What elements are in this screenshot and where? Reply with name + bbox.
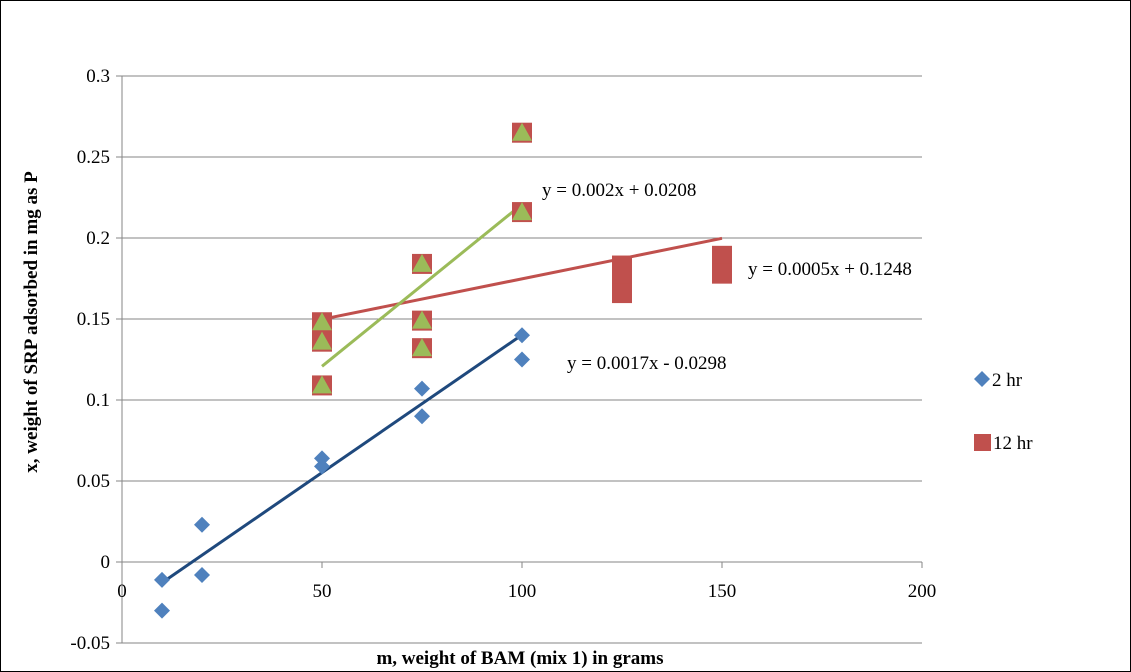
data-points bbox=[154, 122, 732, 619]
trendlines bbox=[161, 203, 723, 584]
data-point-triangle bbox=[512, 202, 532, 221]
data-point-2hr bbox=[194, 516, 210, 533]
y-tick-label: 0.25 bbox=[77, 147, 110, 168]
data-point-2hr bbox=[414, 408, 430, 425]
y-tick-label: 0.15 bbox=[77, 309, 110, 330]
data-point-12hr bbox=[612, 283, 632, 304]
legend-label-12hr: 12 hr bbox=[993, 433, 1033, 454]
x-tick-label: 0 bbox=[117, 581, 127, 602]
data-point-triangle bbox=[312, 331, 332, 350]
trendline-equation-green: y = 0.002x + 0.0208 bbox=[542, 180, 696, 201]
data-point-2hr bbox=[514, 327, 530, 344]
legend-marker-square bbox=[974, 434, 991, 451]
trendline-equation-blue: y = 0.0017x - 0.0298 bbox=[567, 353, 727, 374]
data-point-2hr bbox=[154, 602, 170, 619]
data-point-2hr bbox=[514, 351, 530, 368]
data-point-12hr bbox=[712, 263, 732, 284]
x-tick-label: 100 bbox=[508, 581, 537, 602]
data-point-triangle bbox=[512, 122, 532, 141]
data-point-2hr bbox=[314, 450, 330, 467]
data-point-triangle bbox=[412, 310, 432, 329]
legend-label-2hr: 2 hr bbox=[992, 370, 1023, 391]
y-tick-label: 0.05 bbox=[77, 471, 110, 492]
grid-lines bbox=[122, 75, 922, 644]
y-tick-label: 0.3 bbox=[86, 66, 110, 87]
x-tick-label: 200 bbox=[908, 581, 937, 602]
trendline-triangle bbox=[321, 203, 523, 368]
legend-marker-diamond bbox=[974, 371, 990, 387]
data-point-triangle bbox=[412, 338, 432, 357]
x-tick-label: 50 bbox=[313, 581, 332, 602]
data-point-triangle bbox=[312, 312, 332, 331]
data-point-2hr bbox=[414, 380, 430, 397]
trendline-diamond bbox=[161, 333, 523, 584]
y-tick-label: 0.1 bbox=[86, 390, 110, 411]
legend-entry-2hr: 2 hr bbox=[974, 370, 1023, 391]
x-axis-title: m, weight of BAM (mix 1) in grams bbox=[376, 648, 663, 669]
x-tick-label: 150 bbox=[708, 581, 737, 602]
data-point-12hr bbox=[712, 245, 732, 266]
y-axis-title: x, weight of SRP adsorbed in mg as P bbox=[21, 171, 42, 473]
axes bbox=[116, 75, 923, 644]
data-point-2hr bbox=[314, 458, 330, 475]
data-point-2hr bbox=[194, 566, 210, 583]
trendline-equation-red: y = 0.0005x + 0.1248 bbox=[748, 259, 912, 280]
y-tick-label: 0.2 bbox=[86, 228, 110, 249]
y-tick-label: -0.05 bbox=[70, 633, 110, 654]
data-point-2hr bbox=[154, 571, 170, 588]
legend-entry-12hr: 12 hr bbox=[974, 433, 1033, 454]
legend: 2 hr 12 hr bbox=[974, 370, 1033, 454]
data-point-triangle bbox=[312, 375, 332, 394]
trendline-square bbox=[321, 236, 723, 321]
tick-labels: -0.05 0 0.05 0.1 0.15 0.2 0.25 0.3 0 50 100 150 200 bbox=[70, 66, 936, 654]
data-point-triangle bbox=[412, 253, 432, 272]
y-tick-label: 0 bbox=[101, 552, 111, 573]
